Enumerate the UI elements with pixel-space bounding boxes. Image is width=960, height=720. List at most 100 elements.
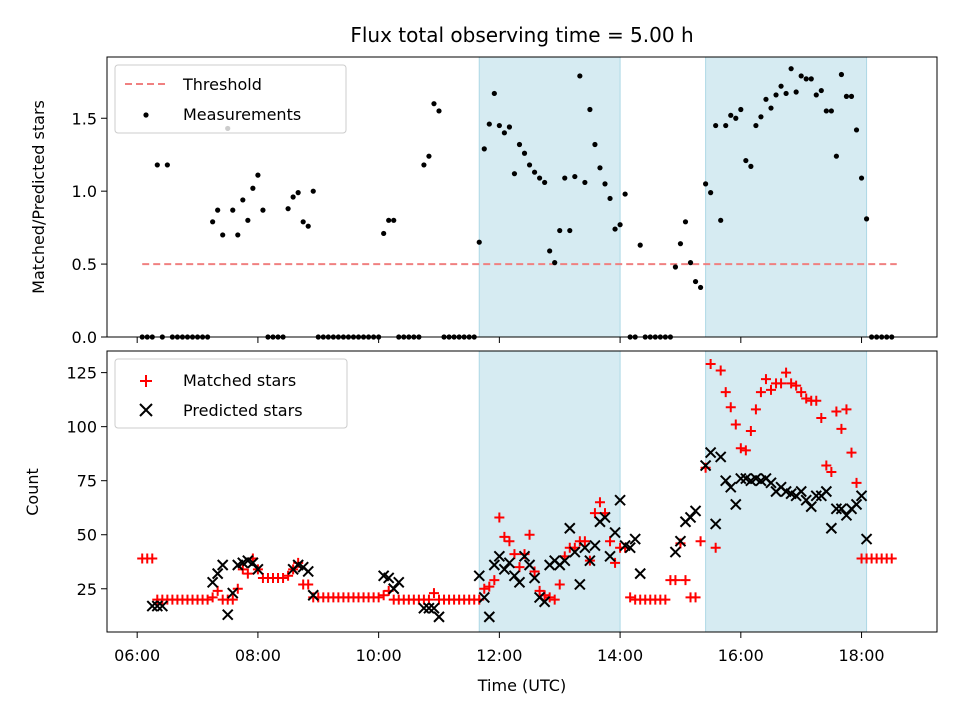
measurement-point (833, 153, 839, 159)
matched-star-point (670, 575, 681, 586)
matched-star-point (212, 585, 223, 596)
measurement-point (431, 101, 437, 107)
predicted-star-point (478, 591, 490, 604)
matched-star-point (524, 529, 535, 540)
measurement-point (708, 190, 714, 196)
measurement-point (788, 66, 794, 72)
predicted-star-point (735, 472, 747, 485)
top-axes-frame (106, 56, 938, 338)
matched-star-point (776, 378, 787, 389)
predicted-star-point (393, 576, 405, 588)
bottom-panel: 25 50 75 100 125 06:00 08:00 10:00 12:00 14:00 16… (23, 350, 938, 695)
matched-star-point (801, 393, 812, 404)
measurement-point (240, 197, 246, 203)
measurement-point (597, 165, 603, 171)
predicted-star-point (599, 511, 611, 524)
top-observing-window-0 (478, 56, 621, 338)
measurement-point (768, 105, 774, 111)
legend-measurements-swatch (143, 112, 149, 118)
measurement-point (758, 114, 764, 120)
top-y-tick-label: 0.0 (72, 328, 97, 347)
predicted-star-point (579, 541, 591, 554)
matched-star-point (283, 570, 294, 581)
predicted-star-point (227, 587, 239, 599)
legend-matched-swatch (140, 375, 152, 387)
predicted-star-point (825, 522, 838, 534)
predicted-star-point (795, 485, 807, 498)
predicted-star-point (634, 567, 646, 580)
predicted-star-point (609, 526, 621, 539)
predicted-star-point (538, 596, 551, 608)
measurement-point (572, 173, 578, 180)
measurement-point (154, 162, 160, 168)
matched-star-point (504, 536, 515, 547)
measurement-point (617, 222, 623, 228)
matched-star-point (740, 445, 751, 456)
measurement-point (516, 141, 523, 148)
bottom-axes-frame (106, 350, 938, 633)
measurement-point (738, 106, 744, 113)
bottom-y-tick-label: 50 (77, 526, 97, 545)
predicted-star-point (423, 602, 435, 614)
matched-star-point (594, 497, 605, 508)
measurement-point (290, 194, 296, 200)
predicted-star-point (860, 533, 873, 545)
measurement-point (285, 206, 291, 212)
predicted-star-point (206, 576, 219, 588)
predicted-star-point (725, 481, 737, 493)
measurement-point (672, 264, 679, 270)
bottom-observing-window-0 (478, 350, 621, 633)
measurement-point (521, 150, 528, 156)
measurement-point (235, 232, 241, 238)
measurement-point (728, 112, 734, 118)
measurement-point (733, 115, 739, 121)
measurement-point (557, 227, 563, 234)
x-tick-label: 12:00 (476, 646, 522, 665)
predicted-star-point (720, 474, 732, 487)
bottom-y-axis-label: Count (23, 468, 42, 516)
measurement-point (250, 185, 256, 191)
predicted-star-point (709, 518, 722, 530)
bottom-x-ticks: 06:00 08:00 10:00 12:00 14:00 16:00 18:00 (114, 632, 885, 665)
measurement-point (703, 181, 709, 187)
measurement-point (577, 73, 583, 79)
predicted-star-point (493, 550, 506, 563)
x-tick-label: 16:00 (718, 646, 764, 665)
predicted-star-point (508, 570, 521, 582)
legend-predicted-swatch (139, 403, 153, 417)
measurement-point (436, 108, 442, 114)
matched-star-point (509, 549, 520, 560)
predicted-star-point (689, 505, 702, 517)
measurement-point (793, 89, 799, 95)
matched-star-point (479, 583, 490, 594)
predicted-star-point (840, 509, 853, 521)
matched-star-point (423, 594, 434, 605)
measurement-point (220, 232, 226, 238)
measurement-point (391, 217, 397, 223)
matched-star-point (841, 404, 852, 415)
measurement-point (823, 108, 829, 114)
measurement-point (753, 122, 759, 129)
matched-star-point (207, 592, 218, 603)
matched-star-point (791, 380, 802, 391)
legend-threshold-label: Threshold (182, 75, 262, 94)
predicted-star-point (146, 600, 158, 612)
measurement-point (808, 76, 814, 82)
bottom-y-tick-label: 100 (66, 418, 97, 437)
predicted-star-point (483, 611, 496, 623)
measurement-point (210, 219, 216, 225)
matched-star-point (786, 378, 797, 389)
predicted-star-point (624, 541, 636, 554)
measurement-point (718, 217, 724, 223)
matched-star-point (202, 594, 213, 605)
matched-star-point (816, 413, 827, 424)
matched-star-point (705, 358, 716, 369)
predicted-star-point (805, 500, 817, 513)
matched-star-point (605, 536, 616, 547)
matched-star-point (378, 590, 389, 601)
measurement-point (421, 162, 427, 168)
matched-star-point (851, 477, 862, 488)
predicted-star-point (247, 557, 259, 569)
top-legend: Threshold Measurements (114, 64, 347, 134)
x-tick-label: 14:00 (597, 646, 643, 665)
